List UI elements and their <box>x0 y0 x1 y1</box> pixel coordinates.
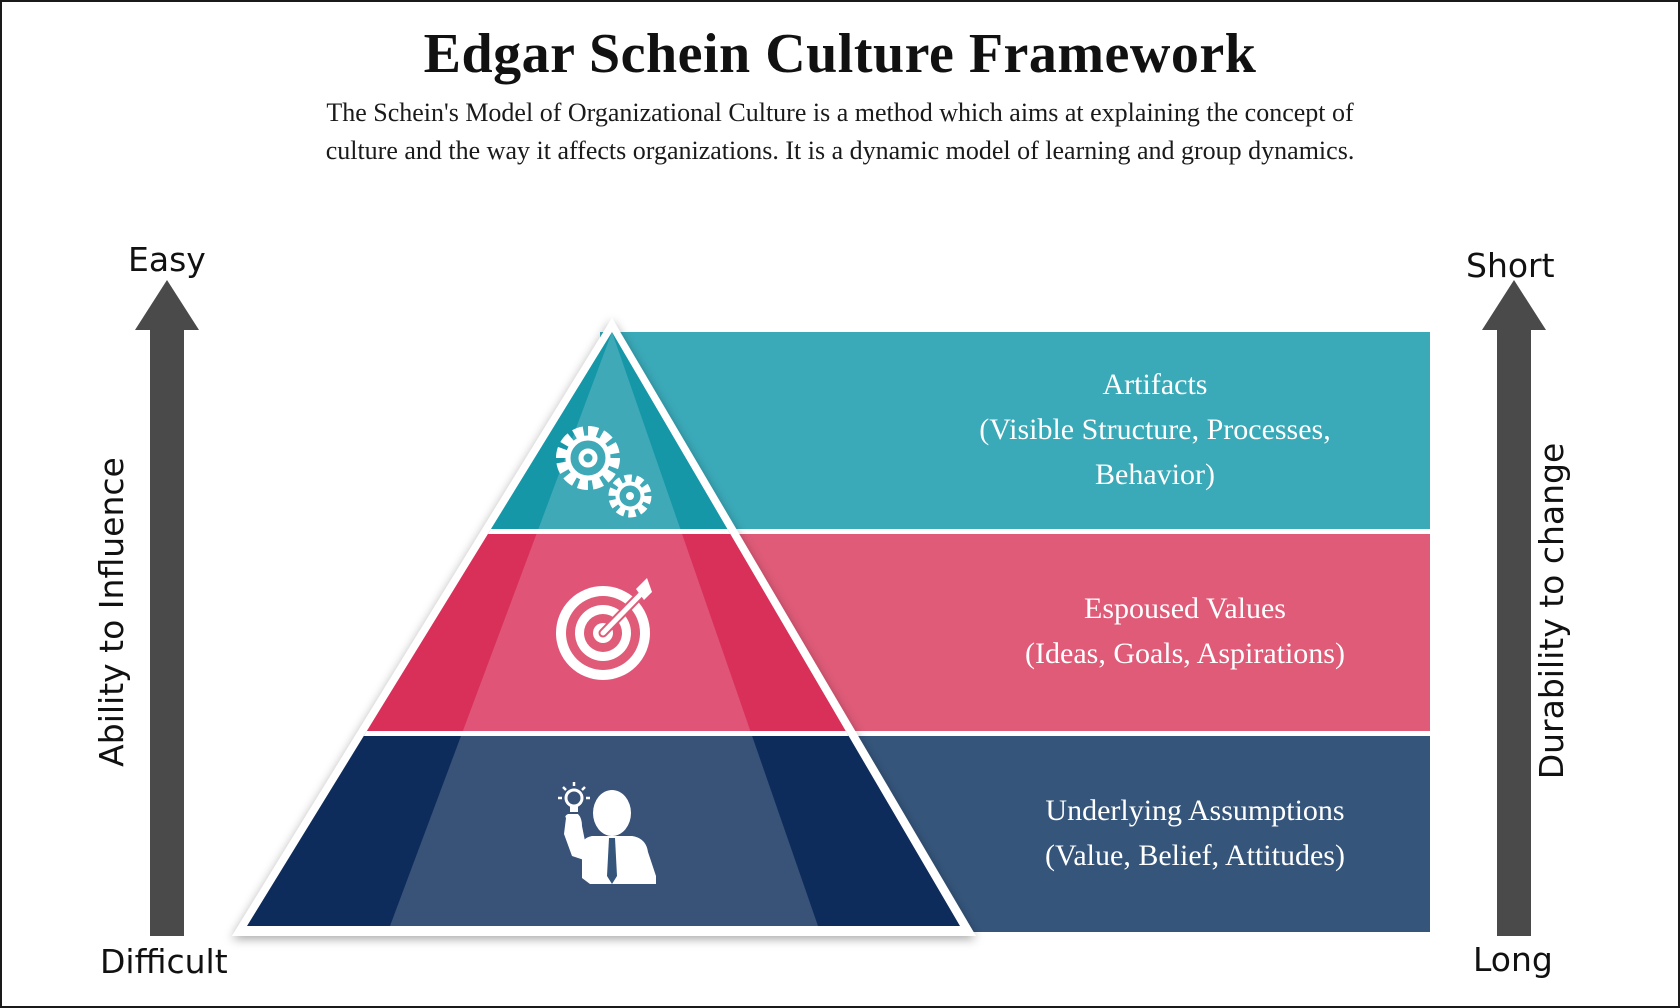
espoused-values-detail: (Ideas, Goals, Aspirations) <box>1025 637 1345 670</box>
tier-divider <box>247 731 960 736</box>
tier-divider <box>247 529 960 534</box>
left-axis-arrow <box>135 280 199 936</box>
underlying-assumptions-detail: (Value, Belief, Attitudes) <box>1045 839 1345 872</box>
artifacts-detail-line2: Behavior) <box>1095 458 1215 491</box>
page-subtitle: The Schein's Model of Organizational Cul… <box>325 98 1355 165</box>
underlying-assumptions-text: Underlying Assumptions (Value, Belief, A… <box>960 788 1430 878</box>
artifacts-text: Artifacts (Visible Structure, Processes,… <box>900 362 1410 497</box>
right-axis-top-label: Short <box>1466 246 1555 285</box>
artifacts-title: Artifacts <box>1102 368 1208 401</box>
artifacts-detail-line1: (Visible Structure, Processes, <box>979 413 1331 446</box>
underlying-assumptions-title: Underlying Assumptions <box>1045 794 1345 827</box>
espoused-values-title: Espoused Values <box>1084 592 1286 625</box>
gears-icon <box>556 426 652 518</box>
left-axis-bottom-label: Difficult <box>100 942 228 981</box>
espoused-values-text: Espoused Values (Ideas, Goals, Aspiratio… <box>940 586 1430 676</box>
right-axis-arrow <box>1482 280 1546 936</box>
target-icon <box>556 578 652 680</box>
person-idea-icon <box>558 782 656 884</box>
right-axis-bottom-label: Long <box>1473 940 1553 979</box>
page-title: Edgar Schein Culture Framework <box>423 23 1257 85</box>
band-artifacts <box>600 332 1430 529</box>
left-axis-top-label: Easy <box>128 240 206 279</box>
